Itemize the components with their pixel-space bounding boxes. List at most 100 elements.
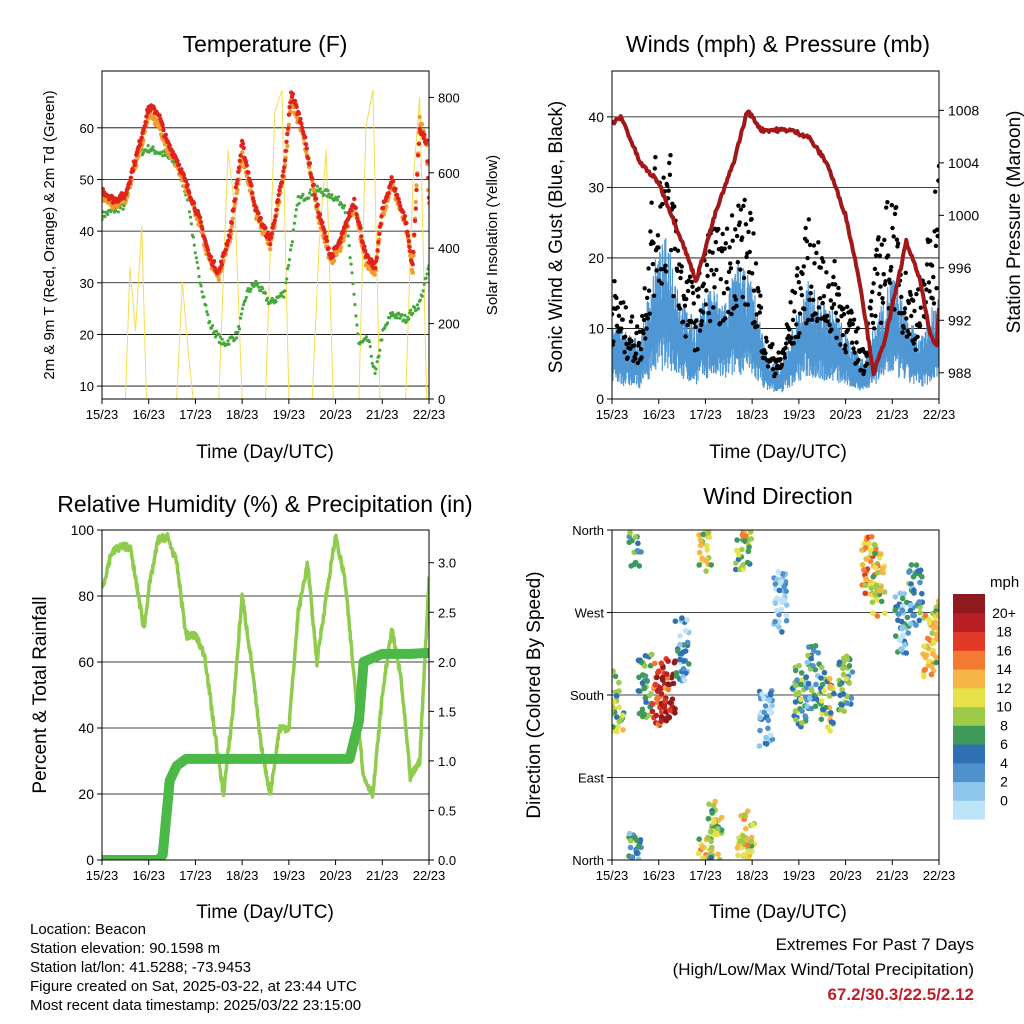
direction-point — [846, 663, 853, 669]
dewpoint-point — [206, 313, 210, 317]
temp-2m-point — [393, 186, 398, 191]
temp-2m-point — [405, 233, 411, 238]
gust-point — [782, 351, 787, 356]
legend-label: 4 — [1000, 755, 1008, 771]
y-tick-label: 1.5 — [438, 704, 456, 719]
temp-2m-point — [287, 105, 292, 110]
direction-point — [696, 549, 703, 556]
direction-point — [913, 562, 920, 568]
direction-point — [663, 671, 670, 677]
temp-2m-point — [396, 196, 401, 202]
temp-2m-point — [276, 192, 281, 198]
direction-point — [639, 706, 646, 713]
legend-label: 20+ — [992, 605, 1016, 621]
direction-point — [926, 620, 933, 627]
gust-point — [922, 282, 927, 287]
temp-2m-point — [273, 214, 278, 219]
gust-point — [614, 295, 619, 301]
direction-point — [616, 688, 622, 694]
temp-2m-point — [258, 215, 263, 221]
dewpoint-point — [337, 195, 341, 199]
gust-point — [655, 233, 661, 238]
direction-point — [848, 695, 855, 701]
direction-point — [916, 617, 923, 624]
legend-label: 16 — [996, 642, 1012, 658]
temp-2m-point — [324, 238, 330, 244]
temp-2m-point — [303, 135, 308, 140]
temperature-panel: Temperature (F) 15/23 16/23 17/23 18/23 19/2… — [41, 31, 501, 463]
direction-point — [942, 632, 948, 638]
direction-point — [648, 651, 655, 658]
y-tick-label: West — [575, 606, 605, 621]
direction-point — [773, 608, 780, 614]
dewpoint-point — [341, 206, 345, 210]
direction-point — [913, 622, 919, 628]
gust-point — [737, 220, 742, 225]
direction-point — [863, 556, 869, 562]
gust-point — [663, 269, 669, 274]
direction-point — [880, 569, 886, 576]
gust-point — [684, 296, 689, 302]
gust-point — [838, 342, 843, 347]
direction-point — [943, 627, 949, 633]
gust-point — [629, 314, 635, 319]
direction-point — [922, 666, 928, 673]
direction-point — [798, 670, 805, 676]
direction-point — [647, 662, 654, 669]
x-tick-label: 16/23 — [132, 407, 165, 422]
gust-point — [829, 327, 834, 332]
x-tick-label: 21/23 — [876, 868, 909, 883]
direction-point — [897, 590, 903, 597]
dewpoint-point — [252, 284, 256, 288]
legend-swatch — [953, 781, 985, 801]
dewpoint-point — [286, 267, 290, 271]
gust-point — [770, 342, 775, 347]
temp-2m-point — [422, 132, 427, 137]
x-tick-label: 19/23 — [273, 868, 306, 883]
x-tick-label: 19/23 — [783, 868, 816, 883]
gust-point — [895, 241, 901, 246]
temp-2m-point — [304, 146, 309, 151]
winds-panel: Winds (mph) & Pressure (mb) 15/23 16/23 17… — [546, 31, 1024, 463]
dewpoint-point — [211, 324, 215, 328]
dewpoint-point — [236, 330, 240, 334]
extremes-values: 67.2/30.3/22.5/2.12 — [827, 985, 974, 1004]
direction-point — [827, 728, 833, 734]
dewpoint-point — [257, 285, 261, 289]
dewpoint-point — [424, 276, 428, 280]
gust-point — [795, 266, 800, 271]
temperature-title: Temperature (F) — [183, 31, 348, 57]
gust-point — [862, 368, 867, 374]
direction-point — [766, 696, 773, 703]
gust-point — [744, 254, 749, 260]
temp-2m-point — [299, 121, 304, 126]
y-tick-label: 200 — [438, 317, 460, 332]
direction-point — [882, 610, 888, 617]
gust-point — [713, 240, 718, 245]
gust-point — [899, 294, 904, 300]
gust-point — [877, 253, 883, 258]
gust-point — [722, 246, 727, 251]
gust-point — [872, 326, 877, 331]
direction-point — [665, 681, 671, 687]
direction-point — [844, 700, 851, 706]
temp-2m-point — [251, 199, 256, 204]
y-tick-label: 100 — [71, 522, 95, 538]
temp-2m-point — [246, 170, 251, 175]
gust-point — [797, 311, 803, 316]
dewpoint-point — [274, 300, 278, 304]
gust-point — [903, 270, 908, 275]
direction-point — [659, 675, 666, 681]
gust-point — [764, 339, 769, 344]
direction-point — [658, 718, 664, 725]
direction-point — [718, 814, 725, 821]
gust-point — [757, 310, 762, 315]
direction-point — [748, 838, 754, 845]
gust-point — [800, 271, 805, 276]
direction-point — [872, 591, 878, 597]
gust-point — [820, 300, 825, 306]
x-tick-label: 20/23 — [829, 407, 862, 422]
direction-point — [741, 812, 748, 818]
direction-point — [612, 724, 616, 730]
gust-point — [915, 334, 920, 339]
